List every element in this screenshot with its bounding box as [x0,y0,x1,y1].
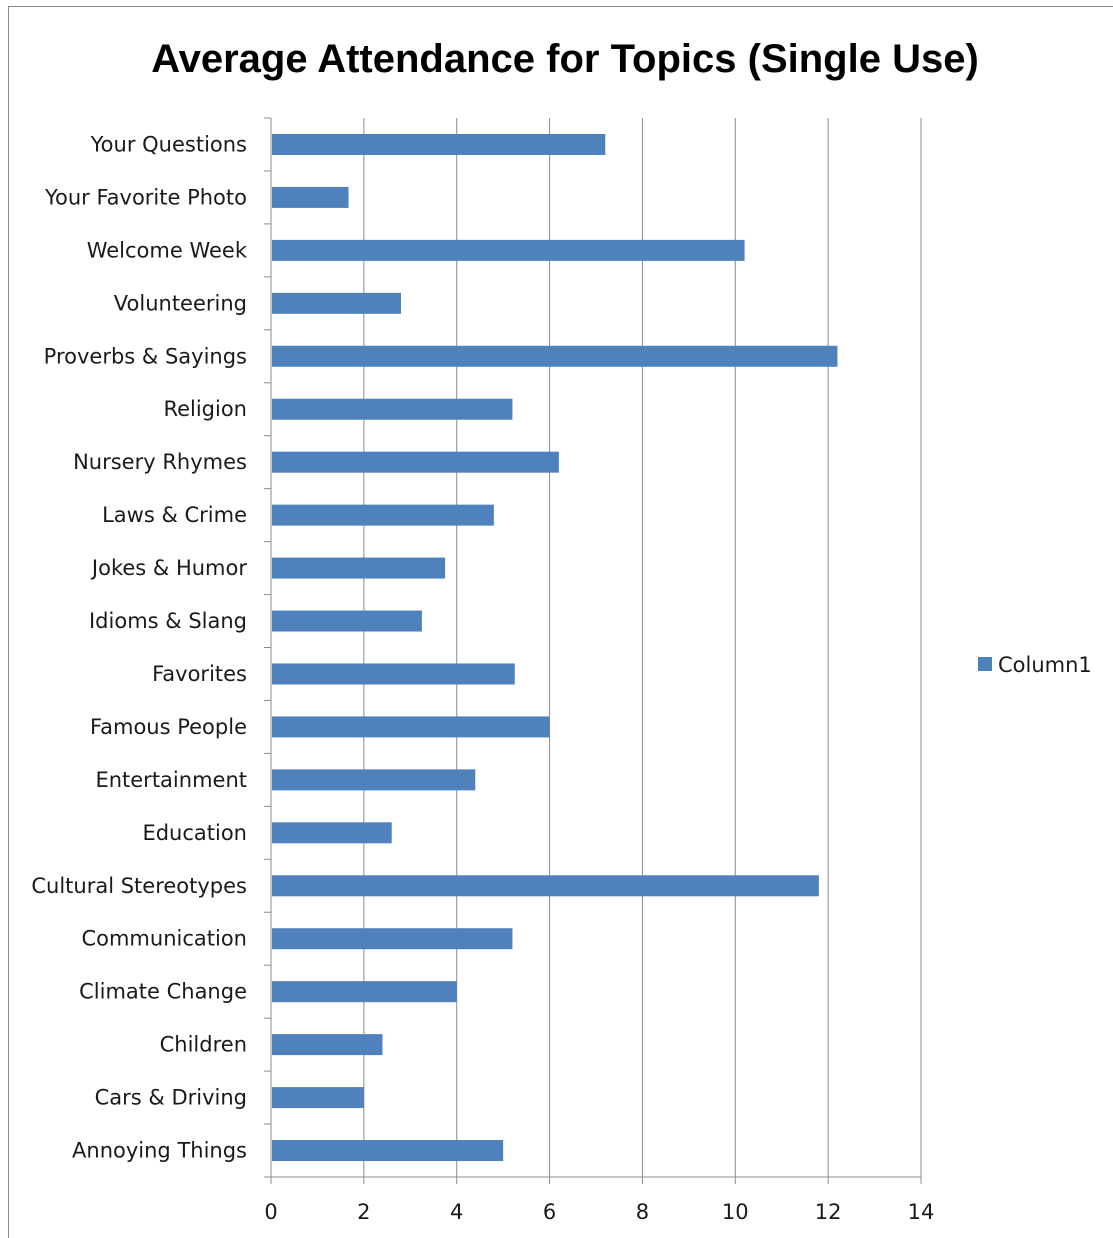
category-label: Entertainment [95,768,247,792]
bar [272,928,513,950]
bar [272,822,392,844]
bar [272,769,476,791]
category-label: Your Favorite Photo [44,185,247,209]
category-label: Communication [81,927,247,951]
bar [272,1140,504,1162]
legend: Column1 [978,653,1092,677]
bar [272,610,422,632]
category-label: Famous People [90,715,247,739]
category-label: Welcome Week [87,238,248,262]
category-label: Volunteering [114,291,247,315]
bar [272,133,606,155]
category-label: Cars & Driving [95,1086,247,1110]
category-label: Favorites [152,662,247,686]
x-tick-label: 14 [908,1200,935,1224]
axes [264,117,922,1184]
category-label: Idioms & Slang [89,609,247,633]
bar [272,663,515,685]
category-label: Nursery Rhymes [73,450,247,474]
bar [272,292,401,314]
gridlines [363,118,922,1177]
chart-title: Average Attendance for Topics (Single Us… [151,37,979,81]
x-tick-labels: 0 2 4 6 8 10 12 14 [264,1200,934,1224]
x-tick-label: 2 [357,1200,370,1224]
category-label: Proverbs & Sayings [44,344,247,368]
category-labels: Your Questions Your Favorite Photo Welcome… [31,132,247,1162]
bar [272,557,446,579]
bar [272,981,457,1003]
x-tick-label: 0 [264,1200,277,1224]
category-label: Children [160,1033,247,1057]
x-tick-label: 4 [450,1200,463,1224]
bar [272,239,745,261]
bar [272,716,550,738]
bar [272,875,819,897]
bars [272,133,838,1162]
chart-frame [8,6,1113,1238]
x-tick-label: 10 [722,1200,749,1224]
category-label: Cultural Stereotypes [31,874,247,898]
bar [272,1087,364,1109]
category-label: Annoying Things [72,1139,247,1163]
bar [272,345,838,367]
category-label: Laws & Crime [102,503,247,527]
legend-swatch [978,657,992,671]
category-label: Religion [163,397,247,421]
bar [272,504,494,526]
bar [272,1034,383,1056]
legend-label: Column1 [998,653,1092,677]
x-tick-label: 12 [815,1200,842,1224]
category-label: Education [142,821,247,845]
x-tick-label: 8 [636,1200,649,1224]
bar [272,451,559,473]
bar [272,398,513,420]
category-label: Climate Change [79,980,247,1004]
category-label: Jokes & Humor [90,556,247,580]
category-label: Your Questions [90,132,247,156]
bar [272,186,349,208]
x-tick-label: 6 [543,1200,556,1224]
